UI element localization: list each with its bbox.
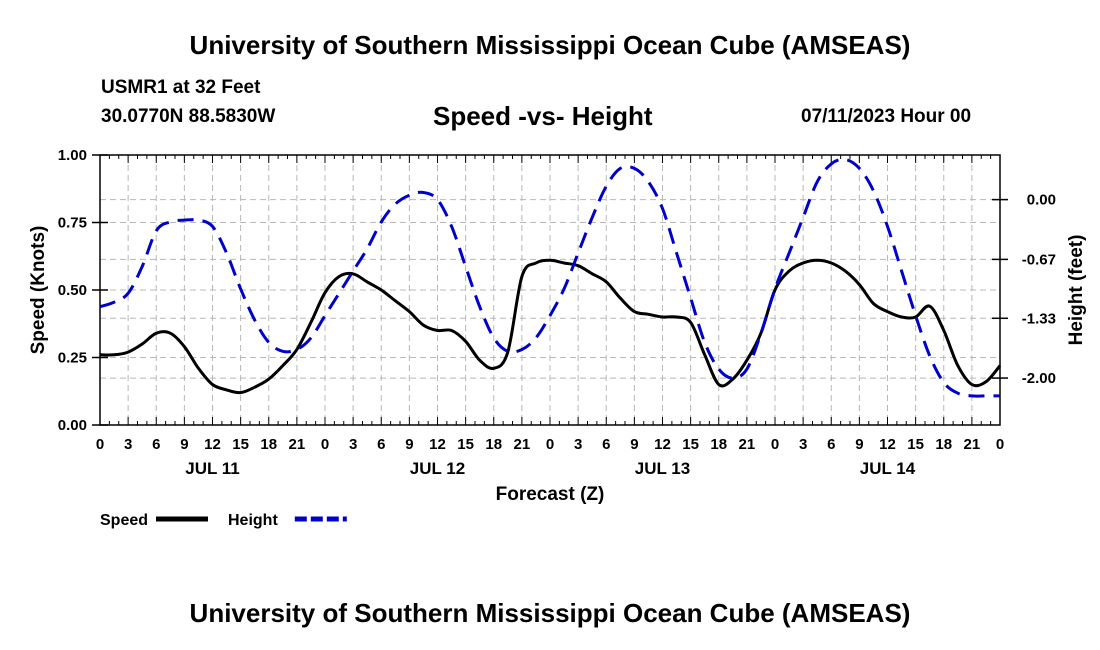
x-tick-label: 9 — [405, 436, 413, 453]
day-label: JUL 13 — [635, 459, 690, 478]
station-coordinates: 30.0770N 88.5830W — [101, 106, 276, 127]
x-tick-label: 18 — [485, 436, 502, 453]
x-tick-label: 6 — [377, 436, 385, 453]
x-tick-label: 18 — [260, 436, 277, 453]
x-tick-label: 0 — [321, 436, 329, 453]
x-tick-label: 6 — [602, 436, 610, 453]
y-axis-label: Speed (Knots) — [28, 226, 49, 355]
x-tick-label: 21 — [289, 436, 306, 453]
y-tick-label: 0.00 — [58, 417, 87, 434]
x-tick-label: 3 — [349, 436, 357, 453]
x-tick-label: 6 — [827, 436, 835, 453]
height-series-line — [99, 157, 1000, 398]
x-tick-label: 12 — [879, 436, 896, 453]
x-tick-label: 15 — [457, 436, 474, 453]
legend-label-speed: Speed — [100, 512, 148, 529]
x-tick-label: 9 — [630, 436, 638, 453]
forecast-run-time: 07/11/2023 Hour 00 — [801, 106, 972, 127]
x-tick-label: 21 — [739, 436, 756, 453]
y2-tick-label: -0.67 — [1022, 251, 1056, 268]
y2-tick-label: -2.00 — [1022, 370, 1056, 387]
y-tick-label: 0.50 — [58, 282, 87, 299]
x-tick-label: 0 — [771, 436, 779, 453]
x-tick-label: 21 — [514, 436, 531, 453]
x-tick-label: 12 — [429, 436, 446, 453]
station-label: USMR1 at 32 Feet — [101, 77, 261, 98]
x-tick-label: 12 — [654, 436, 671, 453]
x-tick-label: 0 — [96, 436, 104, 453]
day-label: JUL 11 — [185, 459, 240, 478]
x-tick-label: 12 — [204, 436, 221, 453]
day-label: JUL 12 — [410, 459, 465, 478]
x-tick-label: 18 — [935, 436, 952, 453]
x-tick-label: 0 — [996, 436, 1004, 453]
x-tick-label: 6 — [152, 436, 160, 453]
x-tick-label: 3 — [799, 436, 807, 453]
y2-axis-label: Height (feet) — [1066, 235, 1087, 346]
x-tick-label: 9 — [855, 436, 863, 453]
footer-title: University of Southern Mississippi Ocean… — [189, 598, 911, 628]
y-tick-label: 0.25 — [58, 350, 87, 367]
x-tick-label: 3 — [124, 436, 132, 453]
y2-tick-label: -1.33 — [1022, 310, 1056, 327]
day-label: JUL 14 — [860, 459, 916, 478]
x-tick-label: 0 — [546, 436, 554, 453]
x-tick-label: 18 — [710, 436, 727, 453]
x-axis-label: Forecast (Z) — [496, 484, 605, 505]
main-title: University of Southern Mississippi Ocean… — [189, 30, 911, 60]
y-tick-label: 1.00 — [58, 147, 87, 164]
x-tick-label: 15 — [682, 436, 699, 453]
speed-series-line — [99, 258, 1002, 395]
chart-subtitle: Speed -vs- Height — [433, 101, 653, 131]
y-tick-label: 0.75 — [58, 215, 87, 232]
x-tick-label: 21 — [964, 436, 981, 453]
y2-tick-label: 0.00 — [1027, 192, 1056, 209]
legend-label-height: Height — [228, 512, 278, 529]
x-tick-label: 9 — [180, 436, 188, 453]
x-tick-label: 15 — [907, 436, 924, 453]
x-tick-label: 3 — [574, 436, 582, 453]
x-tick-label: 15 — [232, 436, 249, 453]
